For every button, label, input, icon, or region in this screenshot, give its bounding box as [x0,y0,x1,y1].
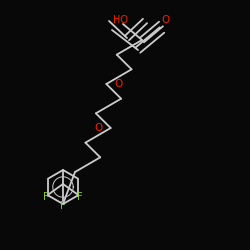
Text: O: O [114,79,122,89]
Text: O: O [94,123,103,133]
Text: F: F [77,192,83,202]
Text: O: O [162,15,170,25]
Text: F: F [60,201,66,211]
Text: F: F [43,192,49,202]
Text: HO: HO [112,15,128,25]
